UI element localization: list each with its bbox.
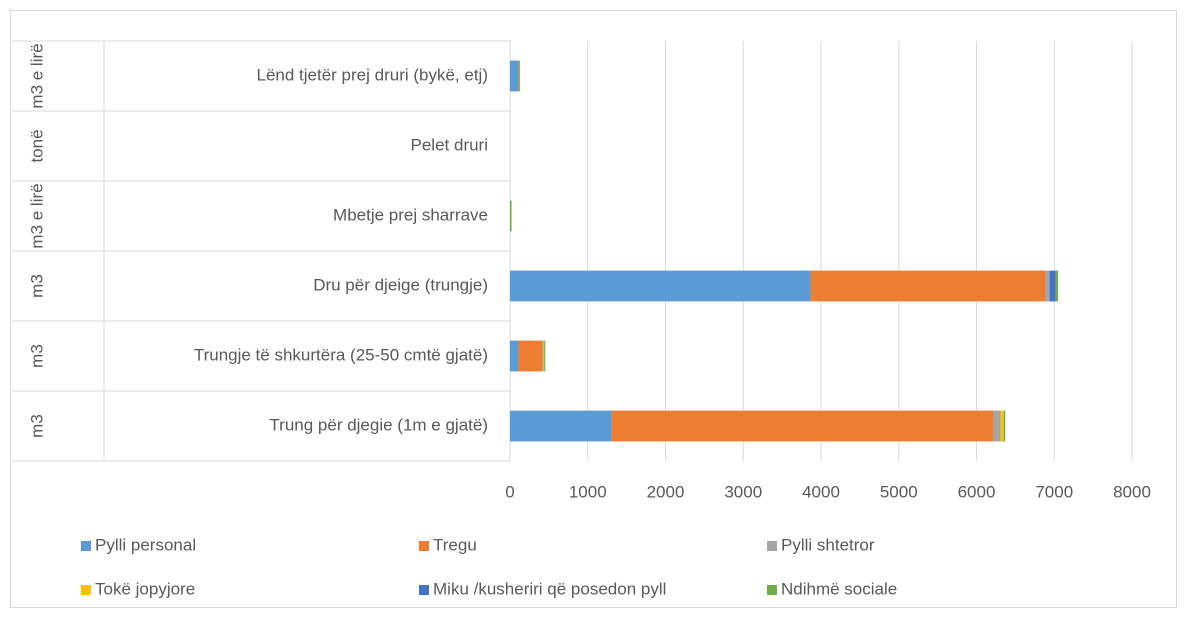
bar-segment xyxy=(1049,270,1056,302)
y-tick-label: Trungje të shkurtëra (25-50 cmtë gjatë) xyxy=(194,345,488,364)
y-tick-label: Pelet druri xyxy=(411,135,488,154)
x-tick-label: 3000 xyxy=(724,482,762,501)
legend-swatch xyxy=(81,585,91,595)
y-group-label: m3 e lirë xyxy=(27,43,46,108)
bar-segment xyxy=(510,340,519,372)
bar-segment xyxy=(510,410,612,442)
chart-frame xyxy=(10,10,1177,608)
bar-segment xyxy=(519,60,521,92)
y-tick-label: Mbetje prej sharrave xyxy=(333,205,488,224)
bar-segment xyxy=(1000,410,1004,442)
y-group-label: m3 xyxy=(27,274,46,298)
y-tick-label: Lënd tjetër prej druri (bykë, etj) xyxy=(257,65,489,84)
x-tick-label: 5000 xyxy=(880,482,918,501)
x-tick-label: 0 xyxy=(505,482,514,501)
x-tick-label: 6000 xyxy=(958,482,996,501)
y-group-label: m3 xyxy=(27,344,46,368)
x-tick-label: 4000 xyxy=(802,482,840,501)
bar-segment xyxy=(542,340,544,372)
x-tick-label: 7000 xyxy=(1035,482,1073,501)
bar-segment xyxy=(518,340,543,372)
y-tick-label: Trung për djegie (1m e gjatë) xyxy=(269,415,488,434)
legend-swatch xyxy=(81,541,91,551)
legend-label: Pylli personal xyxy=(95,535,196,554)
x-tick-label: 1000 xyxy=(569,482,607,501)
bar-segment xyxy=(1045,270,1050,302)
legend-swatch xyxy=(419,541,429,551)
legend-label: Tokë jopyjore xyxy=(95,579,195,598)
legend-label: Pylli shtetror xyxy=(781,535,875,554)
bar-segment xyxy=(544,340,546,372)
legend-swatch xyxy=(419,585,429,595)
bar-segment xyxy=(510,60,519,92)
bar-segment xyxy=(611,410,994,442)
y-group-label: m3 e lirë xyxy=(27,183,46,248)
x-tick-label: 8000 xyxy=(1113,482,1151,501)
y-group-label: m3 xyxy=(27,414,46,438)
bar-segment xyxy=(543,340,545,372)
legend-swatch xyxy=(767,541,777,551)
bar-segment xyxy=(510,270,811,302)
legend-label: Ndihmë sociale xyxy=(781,579,897,598)
bar-segment xyxy=(1055,270,1059,302)
bar-segment xyxy=(993,410,1001,442)
legend-swatch xyxy=(767,585,777,595)
x-tick-label: 2000 xyxy=(647,482,685,501)
bar-segment xyxy=(810,270,1046,302)
legend-label: Tregu xyxy=(433,535,477,554)
bar-segment xyxy=(510,200,512,232)
y-tick-label: Dru për djeige (trungje) xyxy=(313,275,488,294)
y-group-label: tonë xyxy=(27,129,46,162)
legend-label: Miku /kusheriri që posedon pyll xyxy=(433,579,666,598)
bar-segment xyxy=(518,60,520,92)
bar-segment xyxy=(1003,410,1006,442)
